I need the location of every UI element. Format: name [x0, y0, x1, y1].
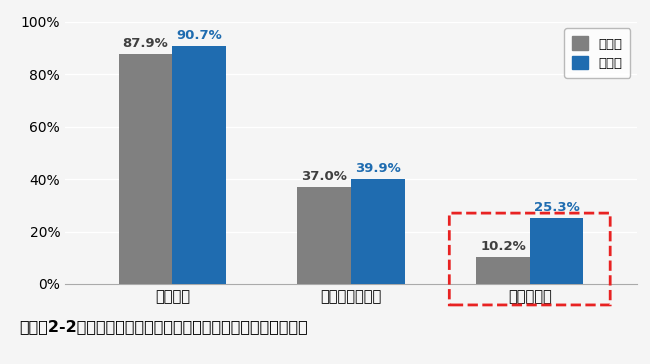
Bar — [298, 187, 351, 284]
Bar — [118, 54, 172, 284]
Text: グラフ2-2：「準備している食料品の分類」結果（複数選択可）: グラフ2-2：「準備している食料品の分類」結果（複数選択可） — [20, 318, 308, 334]
Text: 25.3%: 25.3% — [534, 201, 579, 214]
Text: 90.7%: 90.7% — [176, 29, 222, 42]
Text: 10.2%: 10.2% — [480, 240, 526, 253]
Bar — [530, 218, 584, 284]
Legend: 普通食, 配慮食: 普通食, 配慮食 — [564, 28, 630, 78]
Bar — [351, 179, 404, 284]
Text: 39.9%: 39.9% — [355, 162, 400, 175]
Text: 37.0%: 37.0% — [301, 170, 347, 183]
Text: 87.9%: 87.9% — [123, 37, 168, 50]
Bar — [172, 46, 226, 284]
Bar — [476, 257, 530, 284]
